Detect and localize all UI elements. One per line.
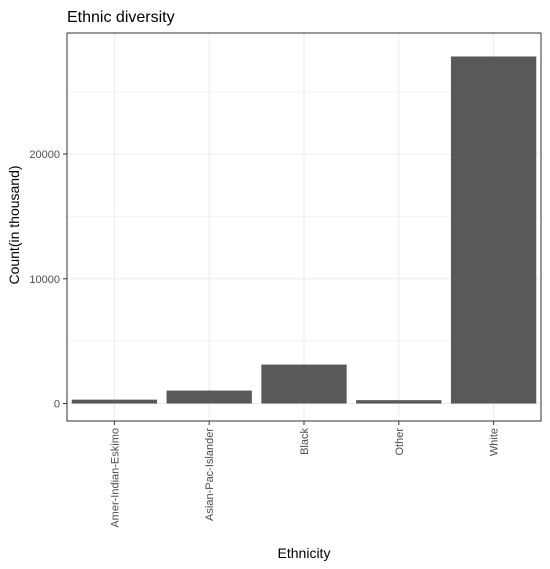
x-tick-label: Other bbox=[394, 428, 406, 456]
x-tick-label: Black bbox=[299, 428, 311, 455]
x-tick-label: Asian-Pac-Islander bbox=[204, 428, 216, 521]
bar-white bbox=[450, 56, 537, 404]
chart-title: Ethnic diversity bbox=[67, 9, 175, 26]
y-tick-label: 0 bbox=[54, 399, 60, 411]
x-axis-title: Ethnicity bbox=[278, 545, 331, 561]
bar-black bbox=[261, 364, 347, 404]
bar-amer-indian-eskimo bbox=[71, 399, 158, 404]
x-tick-label: Amer-Indian-Eskimo bbox=[109, 428, 121, 528]
bar-asian-pac-islander bbox=[166, 390, 252, 404]
axis-layer: 0 10000 20000 Amer-Indian-Eskimo Asian-Pac-I… bbox=[29, 149, 500, 528]
y-tick-label: 20000 bbox=[29, 149, 60, 161]
bar-layer bbox=[71, 56, 537, 404]
x-tick-label: White bbox=[489, 428, 501, 456]
bar-other bbox=[356, 400, 442, 404]
y-axis-title: Count(in thousand) bbox=[6, 165, 22, 284]
y-tick-label: 10000 bbox=[29, 274, 60, 286]
